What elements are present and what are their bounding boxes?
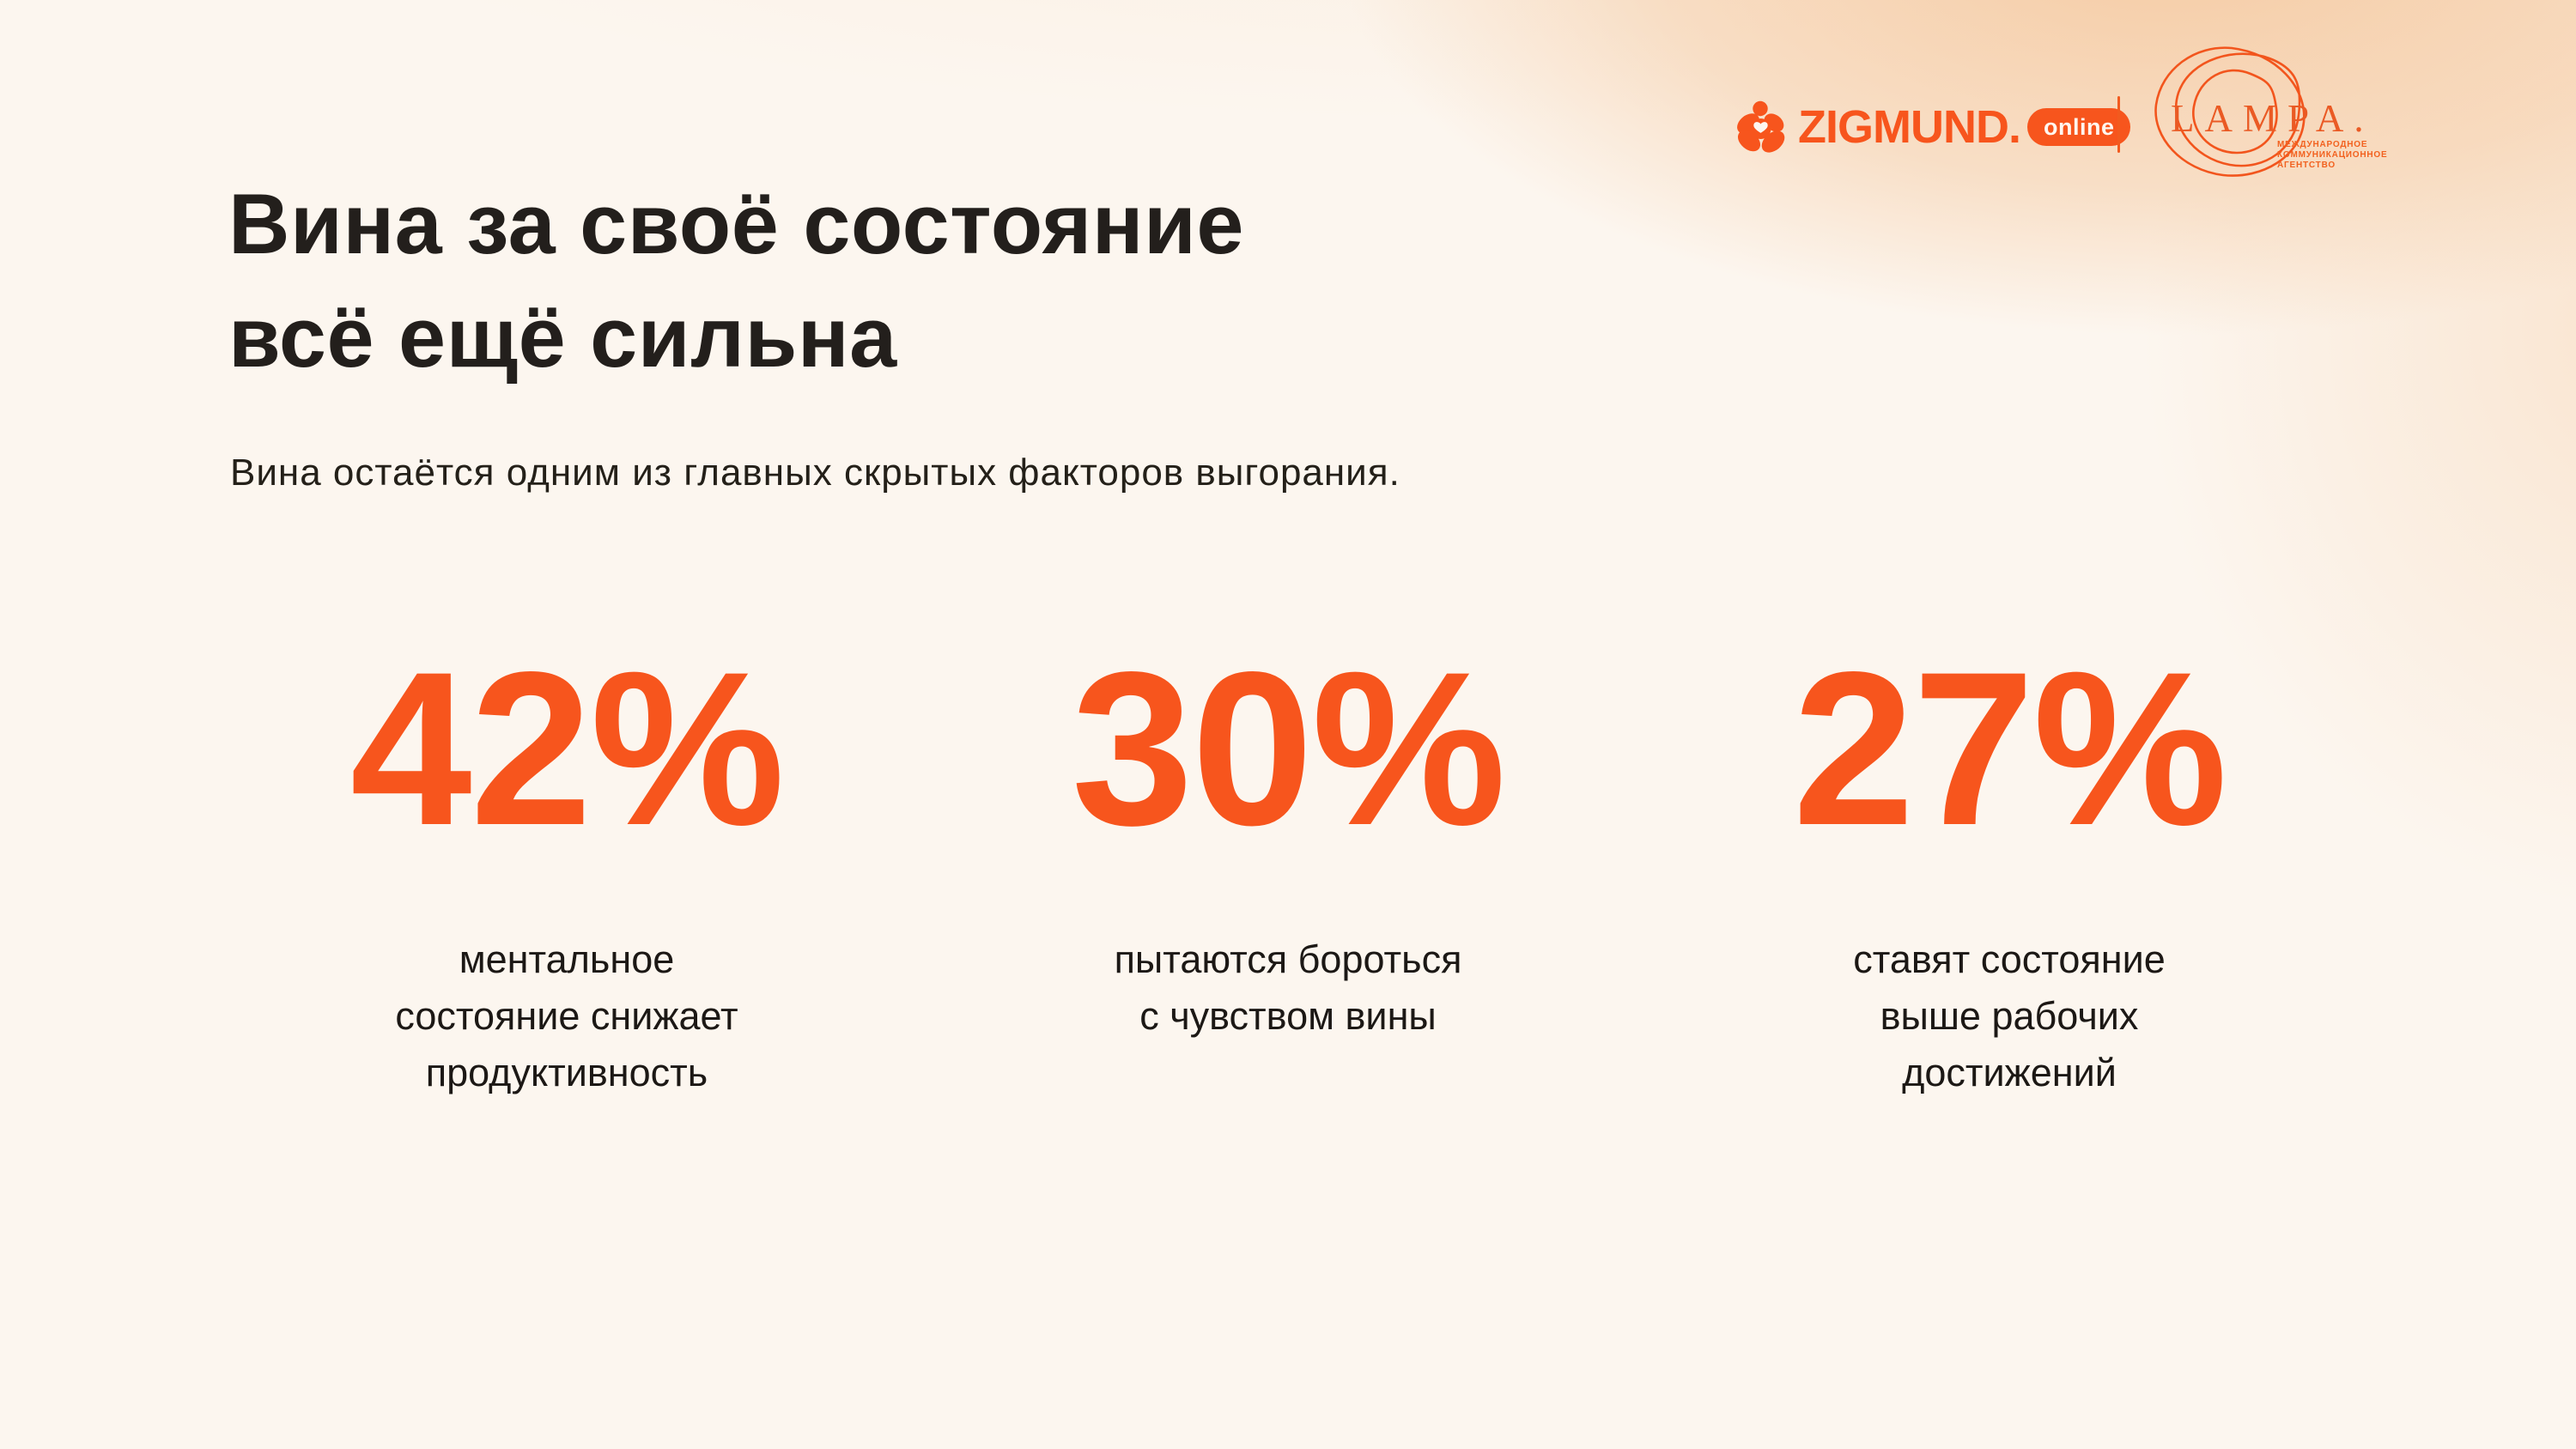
stat-caption: ставят состояние выше рабочих достижений bbox=[1853, 937, 2166, 1094]
stat-value: 42% bbox=[349, 627, 785, 871]
lampa-logo: LAMPA. МЕЖДУНАРОДНОЕ КОММУНИКАЦИОННОЕ АГ… bbox=[2141, 43, 2398, 185]
page-title: Вина за своё состояние всё ещё сильна bbox=[228, 176, 1244, 385]
zigmund-wordmark: ZIGMUND. bbox=[1798, 101, 2021, 153]
zigmund-online-badge-label: online bbox=[2043, 113, 2115, 140]
zigmund-person-icon bbox=[1737, 100, 1785, 153]
zigmund-online-badge: online bbox=[2026, 108, 2131, 146]
lampa-scribble-circles-icon bbox=[2154, 46, 2306, 177]
stat-fight-guilt: 30% пытаются бороться с чувством вины bbox=[927, 640, 1649, 1101]
zigmund-online-logo: ZIGMUND. online bbox=[1736, 100, 2131, 155]
stat-caption: ментальное состояние снижает продуктивно… bbox=[395, 937, 738, 1094]
logo-divider bbox=[2117, 96, 2120, 153]
stat-caption: пытаются бороться с чувством вины bbox=[1114, 937, 1462, 1038]
lampa-tagline: МЕЖДУНАРОДНОЕ КОММУНИКАЦИОННОЕ АГЕНТСТВО bbox=[2277, 140, 2388, 170]
stat-state-over-achievements: 27% ставят состояние выше рабочих достиж… bbox=[1649, 640, 2370, 1101]
stat-value: 27% bbox=[1792, 627, 2227, 871]
stats-row: 42% ментальное состояние снижает продукт… bbox=[206, 640, 2370, 1101]
lampa-wordmark: LAMPA. bbox=[2171, 97, 2374, 140]
stat-value: 30% bbox=[1071, 627, 1506, 871]
stat-mental-state: 42% ментальное состояние снижает продукт… bbox=[206, 640, 927, 1101]
page-subtitle: Вина остаётся одним из главных скрытых ф… bbox=[230, 452, 1400, 494]
